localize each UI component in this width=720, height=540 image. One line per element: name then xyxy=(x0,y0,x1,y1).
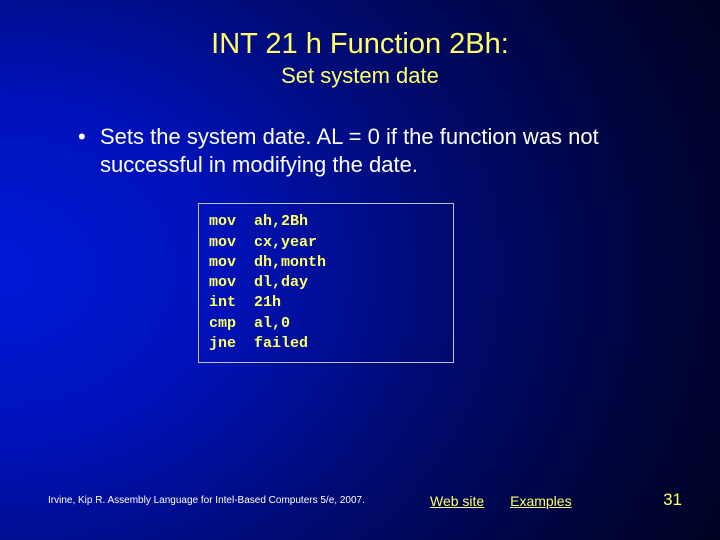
slide-subtitle: Set system date xyxy=(48,63,672,89)
footer-links: Web site Examples xyxy=(430,493,594,509)
code-line: mov ah,2Bh xyxy=(209,212,443,232)
code-line: mov cx,year xyxy=(209,233,443,253)
website-link[interactable]: Web site xyxy=(430,493,484,509)
code-line: mov dh,month xyxy=(209,253,443,273)
code-box: mov ah,2Bh mov cx,year mov dh,month mov … xyxy=(198,203,454,363)
code-line: mov dl,day xyxy=(209,273,443,293)
slide: INT 21 h Function 2Bh: Set system date S… xyxy=(0,0,720,540)
slide-title: INT 21 h Function 2Bh: xyxy=(48,28,672,61)
page-number: 31 xyxy=(663,490,682,510)
code-line: jne failed xyxy=(209,334,443,354)
bullet-list: Sets the system date. AL = 0 if the func… xyxy=(48,123,672,179)
examples-link[interactable]: Examples xyxy=(510,493,571,509)
code-line: cmp al,0 xyxy=(209,314,443,334)
footer-citation: Irvine, Kip R. Assembly Language for Int… xyxy=(48,495,365,506)
bullet-item: Sets the system date. AL = 0 if the func… xyxy=(78,123,672,179)
code-line: int 21h xyxy=(209,293,443,313)
